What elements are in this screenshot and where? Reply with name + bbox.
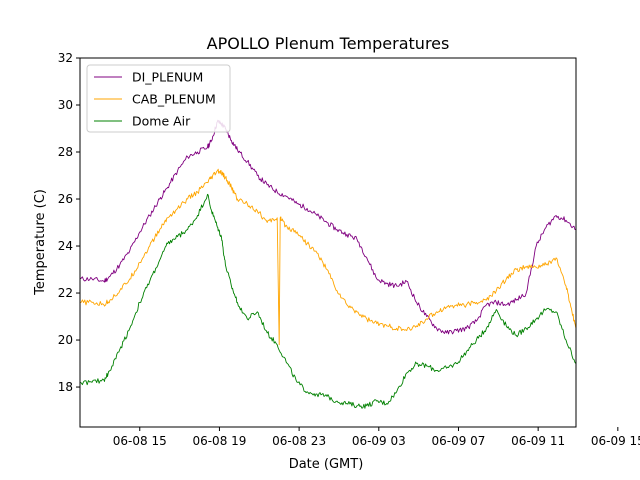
legend-label: Dome Air bbox=[132, 114, 191, 129]
legend-label: CAB_PLENUM bbox=[132, 92, 216, 107]
x-tick-label: 06-08 19 bbox=[192, 434, 246, 448]
series-line-dome-air bbox=[80, 193, 576, 409]
series-line-cab-plenum bbox=[80, 168, 576, 346]
legend-box bbox=[86, 64, 231, 133]
x-tick-label: 06-09 11 bbox=[511, 434, 565, 448]
x-axis: 06-08 15 06-08 19 06-08 23 06-09 03 06-09 07… bbox=[113, 427, 640, 448]
y-axis-label: Temperature (C) bbox=[33, 189, 48, 296]
y-axis: 18 20 22 24 26 28 30 32 bbox=[58, 51, 80, 394]
legend-label: DI_PLENUM bbox=[132, 70, 203, 85]
y-tick-label: 18 bbox=[58, 380, 73, 394]
y-tick-label: 22 bbox=[58, 286, 73, 300]
x-tick-label: 06-09 15 bbox=[591, 434, 640, 448]
y-tick-label: 30 bbox=[58, 98, 73, 112]
chart-title: APOLLO Plenum Temperatures bbox=[207, 34, 450, 53]
y-tick-label: 26 bbox=[58, 192, 73, 206]
x-axis-label: Date (GMT) bbox=[289, 457, 364, 472]
plot-area-frame bbox=[79, 57, 577, 428]
legend: DI_PLENUM CAB_PLENUM Dome Air bbox=[86, 64, 231, 133]
series-line-di-plenum bbox=[80, 119, 576, 335]
x-tick-label: 06-08 23 bbox=[272, 434, 326, 448]
y-tick-label: 28 bbox=[58, 145, 73, 159]
x-tick-label: 06-08 15 bbox=[113, 434, 167, 448]
y-tick-label: 20 bbox=[58, 333, 73, 347]
y-tick-label: 24 bbox=[58, 239, 73, 253]
x-tick-label: 06-09 07 bbox=[431, 434, 485, 448]
y-tick-label: 32 bbox=[58, 51, 73, 65]
x-tick-label: 06-09 03 bbox=[352, 434, 406, 448]
series-layer bbox=[80, 119, 576, 409]
